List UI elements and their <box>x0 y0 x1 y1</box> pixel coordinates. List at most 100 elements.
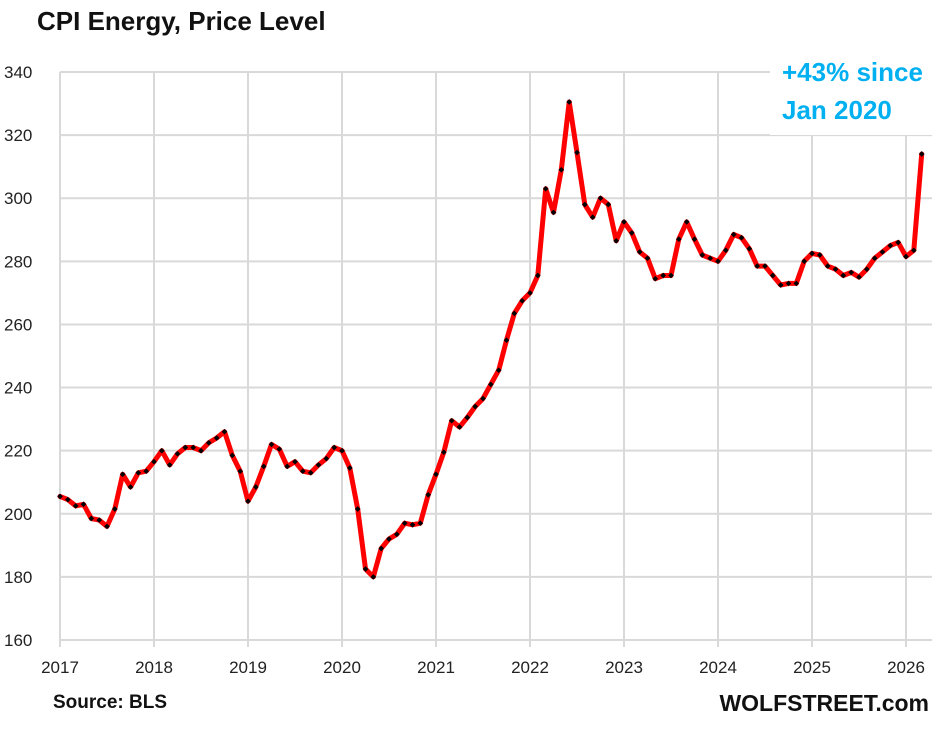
data-point <box>96 517 103 523</box>
data-point <box>284 463 291 470</box>
data-point <box>722 247 729 254</box>
data-point <box>644 255 651 262</box>
data-point <box>918 151 925 157</box>
data-point <box>174 450 181 457</box>
data-point <box>190 444 197 451</box>
y-tick-label: 320 <box>4 126 32 145</box>
data-point <box>401 520 408 527</box>
data-point <box>668 272 674 279</box>
data-point <box>542 185 549 192</box>
data-point <box>707 255 714 262</box>
data-point <box>746 245 753 252</box>
data-point <box>276 446 283 452</box>
data-point <box>754 263 761 269</box>
data-point <box>715 258 721 265</box>
data-point <box>809 250 815 257</box>
data-point <box>237 468 244 475</box>
data-point <box>299 468 306 475</box>
data-point <box>534 272 541 279</box>
data-point <box>762 263 768 269</box>
data-point <box>636 249 643 255</box>
data-point <box>511 310 518 317</box>
data-point <box>785 280 792 287</box>
x-tick-label: 2022 <box>511 658 549 677</box>
y-tick-label: 160 <box>4 631 32 650</box>
data-point <box>64 496 71 503</box>
data-point <box>221 428 228 435</box>
data-point <box>699 252 706 258</box>
data-point <box>370 574 377 580</box>
annotation-line-2: Jan 2020 <box>782 95 892 125</box>
data-point <box>182 444 189 451</box>
data-point <box>574 149 580 156</box>
data-point <box>315 462 322 468</box>
data-point <box>72 503 79 509</box>
data-point <box>166 462 173 468</box>
brand-label: WOLFSTREET.com <box>719 690 929 716</box>
data-point <box>80 501 87 508</box>
data-point <box>691 236 698 243</box>
data-point <box>205 439 212 446</box>
data-point <box>268 441 275 448</box>
data-point <box>456 424 463 430</box>
data-point <box>550 209 557 216</box>
y-axis-ticks: 160 180 200 220 240 260 280 300 320 340 <box>4 63 32 650</box>
data-point <box>143 468 150 475</box>
data-point <box>863 266 870 273</box>
data-point <box>339 447 345 454</box>
y-tick-label: 220 <box>4 442 32 461</box>
data-point <box>793 280 800 287</box>
data-point <box>816 252 823 258</box>
data-point <box>597 195 604 202</box>
series-line <box>57 99 925 580</box>
data-point <box>801 258 808 265</box>
series-cpi-energy <box>57 99 925 580</box>
data-point <box>566 99 573 105</box>
data-point <box>440 449 447 456</box>
data-point <box>824 263 831 269</box>
annotation-line-1: +43% since <box>782 57 923 87</box>
data-point <box>605 201 612 208</box>
data-point <box>213 435 220 441</box>
data-point <box>652 275 659 282</box>
data-point <box>832 266 839 273</box>
data-point <box>589 214 596 221</box>
data-point <box>119 471 126 478</box>
data-point <box>613 237 620 244</box>
y-tick-label: 300 <box>4 189 32 208</box>
x-tick-label: 2017 <box>41 658 79 677</box>
data-point <box>910 247 917 254</box>
data-point <box>581 201 588 208</box>
data-point <box>323 455 330 462</box>
y-tick-label: 240 <box>4 379 32 398</box>
data-point <box>480 395 486 402</box>
data-point <box>660 272 667 279</box>
data-point <box>738 234 745 241</box>
data-point <box>393 531 400 538</box>
data-point <box>472 403 479 410</box>
data-point <box>158 447 165 454</box>
data-point <box>879 249 886 255</box>
data-point <box>464 414 471 421</box>
y-tick-label: 200 <box>4 505 32 524</box>
data-point <box>527 290 533 296</box>
data-point <box>127 484 134 490</box>
data-point <box>871 255 878 262</box>
data-point <box>331 444 338 451</box>
data-point <box>362 566 369 572</box>
source-label: Source: BLS <box>53 692 168 713</box>
data-point <box>621 219 627 225</box>
chart-title: CPI Energy, Price Level <box>37 6 326 36</box>
data-point <box>519 297 526 304</box>
data-point <box>135 469 142 476</box>
data-point <box>777 282 784 288</box>
data-point <box>487 381 494 388</box>
data-point <box>252 484 259 490</box>
data-point <box>378 545 385 552</box>
data-point <box>856 274 862 280</box>
data-point <box>769 272 776 279</box>
x-tick-label: 2020 <box>323 658 361 677</box>
data-point <box>346 465 353 471</box>
data-point <box>260 463 267 470</box>
